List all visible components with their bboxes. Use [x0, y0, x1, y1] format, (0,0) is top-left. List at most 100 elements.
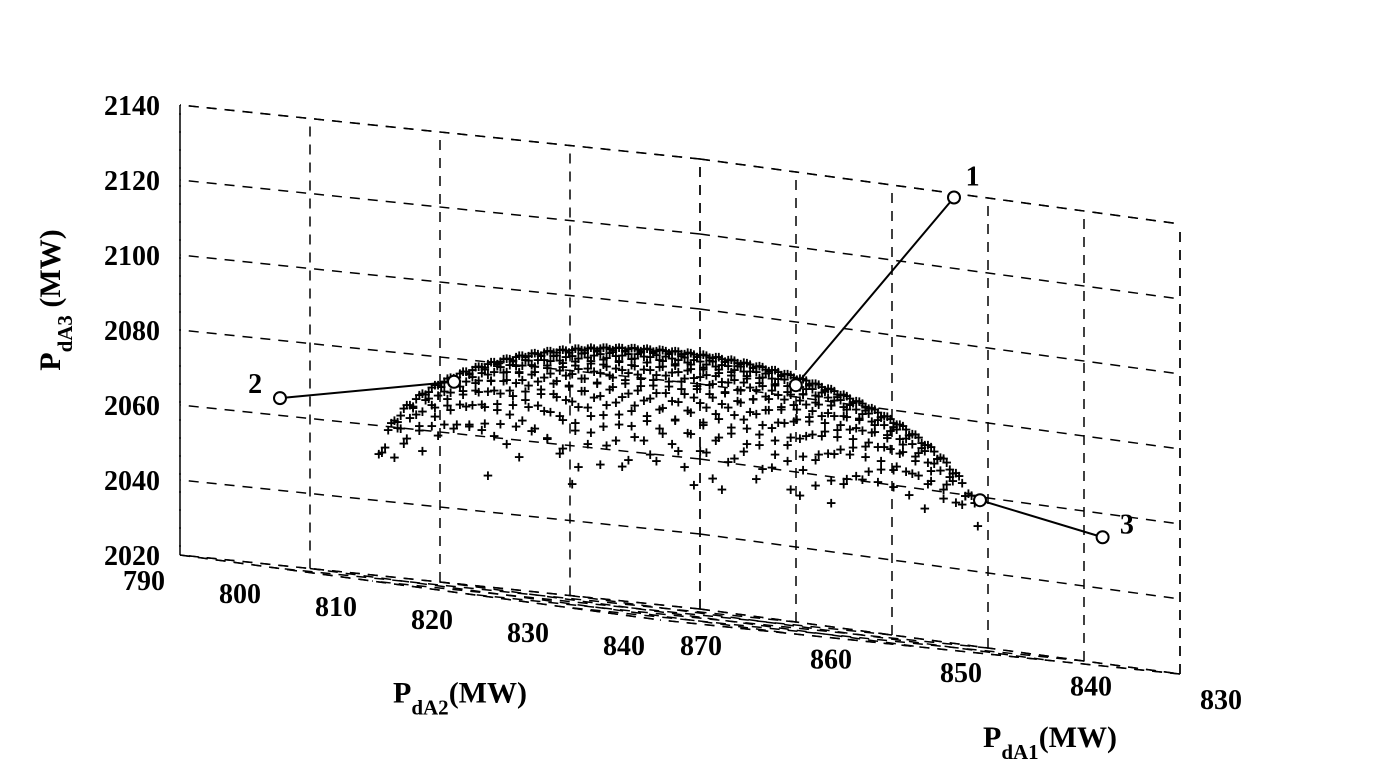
- surface-point: +: [670, 409, 680, 428]
- y-tick-label: 830: [507, 618, 549, 649]
- surface-point: +: [415, 421, 425, 440]
- surface-point: +: [786, 428, 796, 447]
- surface-point: +: [773, 413, 783, 432]
- surface-point: +: [558, 410, 568, 429]
- surface-point: +: [533, 395, 543, 414]
- surface-point: +: [714, 409, 724, 428]
- surface-point: +: [642, 406, 652, 425]
- surface-point: +: [814, 444, 824, 463]
- surface-point: +: [920, 498, 930, 517]
- surface-point: +: [517, 411, 527, 430]
- y-tick-label: 840: [603, 631, 645, 662]
- surface-point: +: [817, 426, 827, 445]
- surface-point: +: [751, 469, 761, 488]
- surface-point: +: [455, 394, 465, 413]
- y-tick-label: 810: [315, 592, 357, 623]
- surface-point: +: [402, 429, 412, 448]
- surface-point: +: [758, 415, 768, 434]
- surface-point: +: [508, 386, 518, 405]
- surface-point: +: [614, 405, 624, 424]
- plot-svg: 2020204020602080210021202140790800810820…: [0, 0, 1395, 780]
- surface-point: +: [390, 448, 400, 467]
- surface-point: +: [427, 416, 437, 435]
- surface-point: +: [574, 397, 584, 416]
- surface-point: +: [624, 450, 634, 469]
- surface-point: +: [845, 445, 855, 464]
- surface-point: +: [586, 406, 596, 425]
- surface-point: +: [723, 452, 733, 471]
- surface-point: +: [826, 471, 836, 490]
- surface-point: +: [521, 390, 531, 409]
- surface-point: +: [589, 387, 599, 406]
- surface-point: +: [889, 477, 899, 496]
- surface-point: +: [767, 458, 777, 477]
- surface-point: +: [639, 431, 649, 450]
- surface-point: +: [602, 395, 612, 414]
- surface-point: +: [708, 469, 718, 488]
- surface-point: +: [464, 416, 474, 435]
- x-tick-label: 870: [680, 631, 722, 662]
- annotation-label-3: 3: [1120, 510, 1134, 541]
- surface-point: +: [858, 469, 868, 488]
- surface-point: +: [658, 398, 668, 417]
- z-tick-label: 2100: [104, 241, 160, 272]
- surface-point: +: [892, 456, 902, 475]
- surface-point: +: [680, 457, 690, 476]
- surface-point: +: [686, 403, 696, 422]
- surface-point: +: [468, 395, 478, 414]
- surface-point: +: [443, 395, 453, 414]
- surface-point: +: [567, 474, 577, 493]
- surface-point: +: [667, 434, 677, 453]
- surface-point: +: [842, 469, 852, 488]
- surface-point: +: [826, 493, 836, 512]
- surface-point: +: [711, 431, 721, 450]
- surface-point: +: [795, 485, 805, 504]
- surface-point: +: [702, 397, 712, 416]
- annotation-label-1: 1: [966, 161, 980, 192]
- surface-point: +: [755, 435, 765, 454]
- z-tick-label: 2120: [104, 166, 160, 197]
- surface-point: +: [493, 400, 503, 419]
- surface-point: +: [611, 430, 621, 449]
- surface-point: +: [783, 451, 793, 470]
- x-tick-label: 850: [940, 658, 982, 689]
- surface-point: +: [652, 451, 662, 470]
- surface-point: +: [801, 426, 811, 445]
- surface-point: +: [627, 416, 637, 435]
- surface-point: +: [904, 485, 914, 504]
- surface-point: +: [973, 516, 983, 535]
- surface-point: +: [630, 396, 640, 415]
- surface-point: +: [561, 390, 571, 409]
- surface-point: +: [873, 472, 883, 491]
- surface-point: +: [599, 417, 609, 436]
- surface-point: +: [502, 434, 512, 453]
- annotation-marker-1: [948, 192, 960, 204]
- surface-point: +: [907, 464, 917, 483]
- surface-point: +: [452, 414, 462, 433]
- surface-point: +: [477, 420, 487, 439]
- z-tick-label: 2080: [104, 316, 160, 347]
- z-tick-label: 2040: [104, 466, 160, 497]
- surface-point: +: [583, 434, 593, 453]
- surface-point: +: [655, 418, 665, 437]
- surface-point: +: [555, 444, 565, 463]
- surface-point: +: [546, 402, 556, 421]
- surface-point: +: [530, 418, 540, 437]
- surface-point: +: [811, 475, 821, 494]
- surface-point: +: [645, 389, 655, 408]
- surface-point: +: [739, 442, 749, 461]
- surface-point: +: [730, 405, 740, 424]
- annotation-label-2: 2: [248, 369, 262, 400]
- surface-point: +: [698, 415, 708, 434]
- y-tick-label: 800: [219, 579, 261, 610]
- annotation-marker-3: [1097, 531, 1109, 543]
- surface-point: +: [798, 447, 808, 466]
- surface-point: +: [418, 441, 428, 460]
- surface-point: +: [595, 454, 605, 473]
- surface-point: +: [480, 397, 490, 416]
- surface-point: +: [742, 418, 752, 437]
- surface-point: +: [617, 387, 627, 406]
- surface-point: +: [683, 423, 693, 442]
- surface-point: +: [939, 488, 949, 507]
- z-tick-label: 2060: [104, 391, 160, 422]
